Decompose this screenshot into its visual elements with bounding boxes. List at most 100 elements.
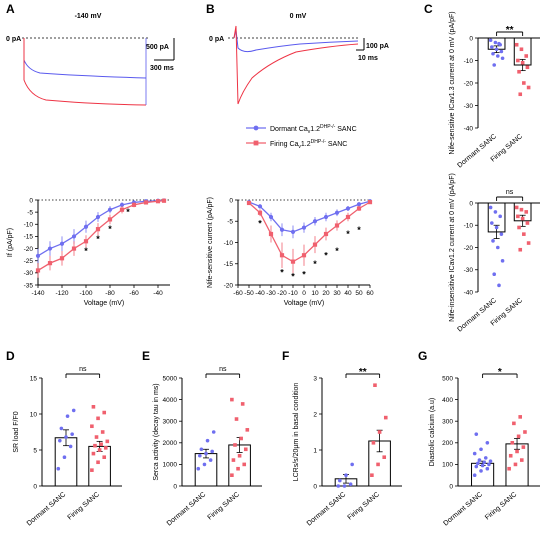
B_iv-xtick-label-4: -20 [277,290,287,297]
E-point-1-9 [234,417,239,421]
B_iv-star-4: * [313,259,317,269]
panel-label-a: A [6,2,15,16]
charts-layer: 0-5-10-15-20-25-30-35-140 -120 -100 -80 -60-… [7,11,540,528]
B_iv-ytick-label-4: -20 [224,282,234,289]
panel-label-g: G [418,349,427,363]
F-point-0-4 [344,473,348,478]
C_bottom-point-1-3 [516,214,520,219]
C_top-ytick-label-2: -20 [464,80,474,87]
E-point-1-0 [230,473,234,477]
chart-G: 0 100 200 300 400 500 Dormant SANC Firing SANC *… [429,367,540,528]
C_top-point-0-8 [500,56,505,61]
D-point-1-0 [90,468,94,472]
C_bottom-point-0-10 [497,283,501,288]
chart-D: 0 5 10 15 Dormant SANC Firing SANC ns SR load F… [13,366,122,528]
E-ytick-label-2: 2000 [163,440,178,447]
A_iv-star-0: * [84,246,88,256]
C_bottom-ylabel: Nife-insensitive ICav1.2 current at 0 mV… [449,173,456,322]
B_iv-star-3: * [302,269,306,279]
trace-b-scale-x-label: 10 ms [358,55,378,62]
C_top-point-1-8 [526,85,531,90]
E-point-0-6 [199,447,204,452]
B_iv-dormant-point-3 [279,227,285,232]
C_bottom-xtick-label-0: Dormant SANC [456,297,497,333]
G-point-0-4 [480,463,485,468]
C_bottom-ytick-label-0: 0 [469,200,473,207]
D-point-1-9 [94,435,99,439]
B_iv-firing-point-2 [268,231,274,237]
D-point-1-13 [102,410,107,415]
B_iv-firing-line [248,201,371,263]
C_bottom-sig-label: ns [506,189,514,196]
F-point-1-2 [382,455,387,459]
G-ytick-label-3: 300 [442,419,453,426]
A_iv-xtick-label-0: -140 [31,290,44,297]
A_iv-dormant-point-7 [119,202,125,207]
panel-label-d: D [6,349,15,363]
C_top-point-0-10 [497,41,501,46]
F-point-1-0 [370,473,374,477]
B_iv-firing-point-0 [246,200,252,206]
A_iv-firing-point-4 [83,239,89,244]
G-point-0-11 [472,451,477,456]
G-ytick-label-4: 400 [442,397,453,404]
legend-firing-text: Firing Cav1.2DHP-/- SANC [270,139,347,150]
G-point-1-2 [519,458,524,462]
C_bottom-point-1-2 [524,210,529,214]
F-ytick-label-1: 1 [313,447,317,454]
D-ylabel: SR load F/F0 [13,411,20,452]
D-point-1-3 [91,451,96,456]
D-ytick-label-3: 15 [30,375,38,382]
C_top-point-0-7 [495,54,500,58]
F-point-1-5 [383,415,388,420]
B_iv-firing-point-8 [334,223,340,228]
G-point-1-4 [515,449,519,454]
legend-dormant-sup: DHP-/- [320,124,336,130]
A_iv-dormant-point-3 [71,234,77,239]
D-ytick-label-1: 5 [33,447,37,454]
B_iv-star-2: * [291,272,295,282]
F-point-0-1 [342,484,347,488]
D-point-1-10 [100,430,105,434]
F-ylabel: LCRs/s/20µm in basal condition [293,383,300,482]
B_iv-dormant-point-10 [356,202,362,207]
A_iv-firing-point-6 [107,217,113,222]
C_bottom-point-0-5 [499,232,504,236]
D-ytick-label-2: 10 [30,411,38,418]
D-point-0-3 [58,438,62,443]
C_bottom-point-1-5 [525,221,530,225]
B_iv-xtick-label-5: -10 [288,290,298,297]
chart-F: 0 1 2 3 Dormant SANC Firing SANC ** LCRs/s/20µm… [293,367,402,528]
C_bottom-ytick-label-4: -40 [464,289,474,296]
D-xtick-label-1: Firing SANC [67,491,101,521]
legend-firing-sup: DHP-/- [311,139,327,145]
C_top-point-1-7 [522,81,526,85]
G-point-1-9 [512,421,516,426]
C_top-point-1-0 [514,42,519,47]
C_top-ytick-label-3: -30 [464,103,474,110]
trace-b-scale-y-label: 100 pA [366,43,389,50]
A_iv-firing-point-7 [119,207,125,212]
G-point-1-0 [507,466,511,471]
F-ytick-label-3: 3 [313,375,317,382]
A_iv-ytick-label-0: 0 [29,197,33,204]
C_bottom-point-0-7 [495,245,500,250]
legend-dormant-mid: 1.2 [310,126,320,133]
E-point-1-6 [233,443,237,447]
C_top-point-0-9 [492,63,497,67]
C_top-point-0-3 [490,45,494,49]
C_top-xtick-label-0: Dormant SANC [456,133,497,169]
B_iv-dormant-point-4 [290,229,296,234]
A_iv-xtick-label-1: -120 [55,290,68,297]
F-ytick-label-0: 0 [313,483,317,490]
legend-firing-mid: 1.2 [301,141,311,148]
C_bottom-point-1-8 [526,241,531,245]
panel-label-b: B [206,2,215,16]
C_top-point-1-2 [524,54,529,58]
D-point-0-8 [71,408,76,413]
F-point-0-2 [348,482,353,487]
A_iv-firing-point-9 [143,200,149,205]
B_iv-firing-point-3 [279,253,285,258]
C_bottom-point-1-6 [517,225,521,230]
E-sig-label: ns [219,366,227,373]
